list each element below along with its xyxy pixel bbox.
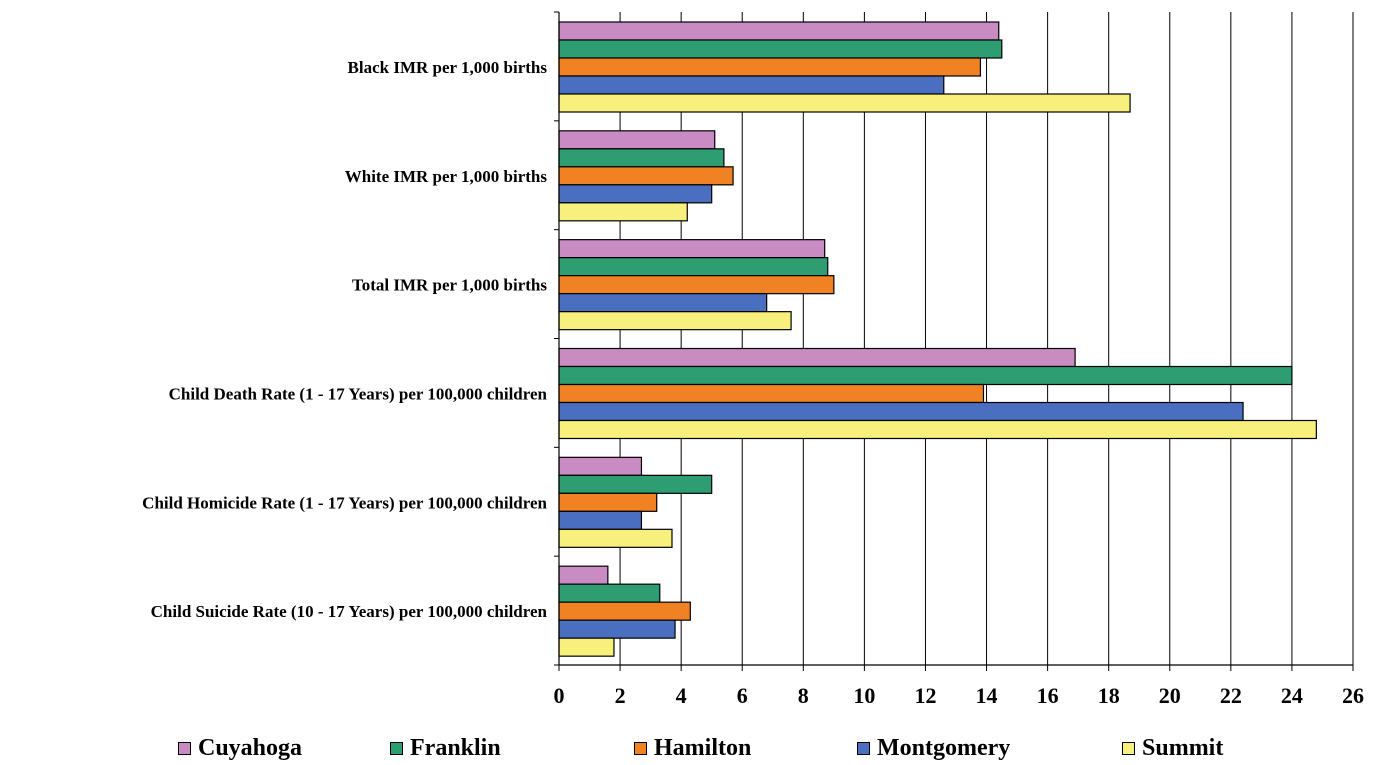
x-tick-label: 0: [554, 683, 565, 708]
category-label: Child Homicide Rate (1 - 17 Years) per 1…: [142, 493, 547, 512]
legend-swatch: [857, 741, 870, 755]
legend-swatch: [1122, 741, 1135, 755]
x-tick-label: 20: [1159, 683, 1181, 708]
bar-franklin: [558, 39, 1003, 59]
category-label: Total IMR per 1,000 births: [352, 276, 547, 295]
bar-montgomery: [558, 510, 643, 530]
bar-hamilton: [558, 601, 691, 621]
x-tick-label: 18: [1098, 683, 1120, 708]
legend-item-montgomery: Montgomery: [857, 733, 1010, 763]
bar-hamilton: [558, 383, 985, 404]
x-tick-label: 2: [615, 683, 626, 708]
bar-hamilton: [558, 166, 734, 186]
gridlines: [619, 12, 1354, 665]
legend-swatch: [178, 741, 191, 755]
legend-item-hamilton: Hamilton: [634, 733, 751, 763]
x-tick-label: 16: [1037, 683, 1059, 708]
bar-franklin: [558, 365, 1293, 386]
bar-cuyahoga: [558, 456, 643, 476]
bar-montgomery: [558, 401, 1244, 422]
bar-summit: [558, 311, 792, 331]
x-tick-label: 4: [676, 683, 687, 708]
bar-cuyahoga: [558, 347, 1076, 368]
category-labels: Black IMR per 1,000 births White IMR per …: [142, 58, 547, 621]
x-tick-label: 22: [1220, 683, 1242, 708]
legend-label: Franklin: [410, 734, 501, 761]
bar-summit: [558, 93, 1131, 113]
legend-item-franklin: Franklin: [390, 733, 501, 763]
bars: [558, 21, 1317, 657]
x-tick-label: 8: [798, 683, 809, 708]
category-label: Child Suicide Rate (10 - 17 Years) per 1…: [151, 602, 548, 621]
x-tick-label: 6: [737, 683, 748, 708]
bar-summit: [558, 528, 673, 548]
x-tick-label: 14: [976, 683, 998, 708]
axes: [554, 11, 1354, 671]
bar-hamilton: [558, 275, 835, 295]
x-tick-label: 26: [1342, 683, 1364, 708]
bar-summit: [558, 202, 688, 222]
x-tick-label: 10: [853, 683, 875, 708]
bar-cuyahoga: [558, 130, 716, 150]
legend-item-cuyahoga: Cuyahoga: [178, 733, 302, 763]
legend-item-summit: Summit: [1122, 733, 1223, 763]
tick-labels: 0 2 4 6 8 10 12 14 16 18 20 22 24 26: [554, 683, 1365, 708]
legend: Cuyahoga Franklin Hamilton Montgomery Summit: [0, 733, 1382, 763]
bar-montgomery: [558, 75, 945, 95]
bar-montgomery: [558, 619, 676, 639]
bar-summit: [558, 637, 615, 657]
bar-franklin: [558, 257, 829, 277]
bar-montgomery: [558, 293, 768, 313]
bar-franklin: [558, 583, 661, 603]
bar-franklin: [558, 148, 725, 168]
legend-label: Cuyahoga: [198, 734, 303, 761]
category-label: Child Death Rate (1 - 17 Years) per 100,…: [169, 385, 548, 404]
bar-cuyahoga: [558, 565, 609, 585]
legend-swatch: [634, 741, 647, 755]
bar-hamilton: [558, 492, 658, 512]
x-tick-label: 12: [914, 683, 936, 708]
category-label: White IMR per 1,000 births: [345, 167, 548, 186]
bar-cuyahoga: [558, 21, 1000, 41]
legend-label: Montgomery: [877, 734, 1011, 761]
bar-cuyahoga: [558, 239, 826, 259]
legend-label: Hamilton: [654, 734, 752, 761]
x-tick-label: 24: [1281, 683, 1303, 708]
bar-hamilton: [558, 57, 982, 77]
legend-swatch: [390, 741, 403, 755]
bar-summit: [558, 419, 1317, 440]
category-label: Black IMR per 1,000 births: [348, 58, 548, 77]
bar-franklin: [558, 474, 713, 494]
bar-montgomery: [558, 184, 713, 204]
legend-label: Summit: [1142, 734, 1224, 761]
